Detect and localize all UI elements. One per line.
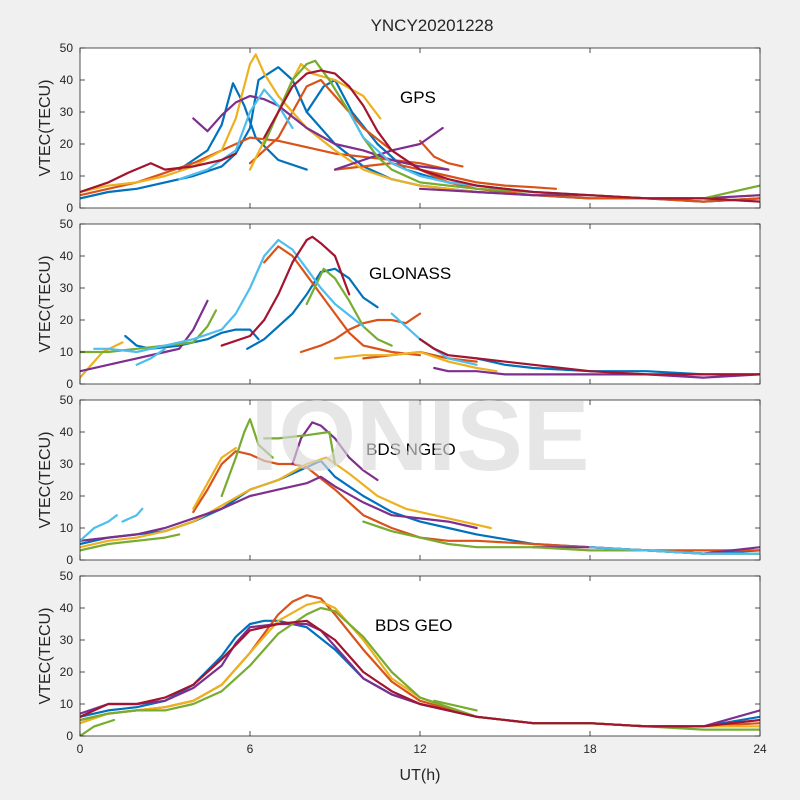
panel-2: 0 10 20 30 40 50 VTEC(TECU) BDS NGEO (37, 393, 761, 567)
series-group (80, 594, 760, 736)
y-tick-label: 0 (66, 553, 73, 567)
plot-area (80, 224, 760, 384)
panels: 0 10 20 30 40 50 VTEC(TECU) GPS 0 10 20 30 40 50 VTEC(… (37, 41, 767, 756)
series-line (124, 328, 260, 350)
y-tick-label: 40 (60, 73, 74, 87)
series-line (588, 546, 760, 555)
series-line (80, 152, 237, 194)
series-line (333, 162, 558, 190)
series-line (80, 619, 760, 728)
series-line (305, 267, 393, 347)
series-line (418, 139, 464, 168)
y-axis-label: VTEC(TECU) (37, 80, 54, 177)
plot-area (80, 576, 760, 736)
series-line (93, 238, 365, 354)
y-tick-label: 0 (66, 729, 73, 743)
y-tick-label: 30 (60, 633, 74, 647)
series-line (178, 82, 308, 171)
series-line (80, 514, 118, 542)
y-tick-label: 20 (60, 489, 74, 503)
series-line (220, 235, 351, 347)
series-line (178, 88, 294, 181)
y-tick-label: 10 (60, 521, 74, 535)
y-tick-label: 30 (60, 281, 74, 295)
series-group (80, 418, 760, 555)
y-tick-label: 20 (60, 137, 74, 151)
y-axis-label: VTEC(TECU) (37, 608, 54, 705)
series-line (263, 245, 422, 357)
panel-annotation: BDS NGEO (366, 440, 456, 459)
series-line (418, 338, 760, 376)
series-line (220, 418, 274, 498)
watermark: IONISE (251, 380, 590, 492)
series-line (80, 299, 209, 373)
y-tick-label: 20 (60, 313, 74, 327)
series-line (433, 699, 478, 712)
panel-annotation: GLONASS (369, 264, 451, 283)
y-tick-label: 10 (60, 345, 74, 359)
x-tick-label: 0 (77, 742, 84, 756)
y-axis-label: VTEC(TECU) (37, 256, 54, 353)
series-line (433, 366, 760, 379)
y-tick-label: 50 (60, 41, 74, 55)
series-line (80, 475, 478, 542)
y-tick-label: 40 (60, 601, 74, 615)
x-tick-label: 6 (247, 742, 254, 756)
series-line (80, 533, 181, 552)
series-line (80, 456, 492, 549)
y-tick-label: 50 (60, 393, 74, 407)
panel-annotation: GPS (400, 88, 436, 107)
y-tick-label: 50 (60, 569, 74, 583)
x-tick-label: 24 (753, 742, 767, 756)
series-line (80, 718, 116, 736)
y-tick-label: 50 (60, 217, 74, 231)
y-tick-label: 0 (66, 201, 73, 215)
plot-area (80, 400, 760, 560)
series-group (80, 235, 760, 379)
series-line (263, 69, 760, 203)
series-line (121, 507, 144, 523)
panel-0: 0 10 20 30 40 50 VTEC(TECU) GPS (37, 41, 761, 215)
y-tick-label: 40 (60, 425, 74, 439)
panel-annotation: BDS GEO (375, 616, 452, 635)
x-tick-label: 12 (413, 742, 427, 756)
panel-1: 0 10 20 30 40 50 VTEC(TECU) GLONASS (37, 217, 761, 391)
series-group (80, 53, 760, 203)
y-tick-label: 30 (60, 457, 74, 471)
y-tick-label: 0 (66, 377, 73, 391)
series-line (333, 350, 498, 373)
y-axis-label: VTEC(TECU) (37, 432, 54, 529)
figure-title: YNCY20201228 (371, 16, 494, 35)
x-axis-label: UT(h) (400, 767, 441, 784)
series-line (135, 347, 167, 366)
y-tick-label: 30 (60, 105, 74, 119)
series-line (263, 430, 337, 466)
plot-area (80, 48, 760, 208)
y-tick-label: 10 (60, 697, 74, 711)
y-tick-label: 10 (60, 169, 74, 183)
x-tick-label: 18 (583, 742, 597, 756)
y-tick-label: 20 (60, 665, 74, 679)
series-line (192, 446, 237, 510)
panel-3: 0 6 12 18 24 0 10 20 30 40 50 VTEC(TECU) BDS GEO (37, 569, 767, 756)
y-tick-label: 40 (60, 249, 74, 263)
